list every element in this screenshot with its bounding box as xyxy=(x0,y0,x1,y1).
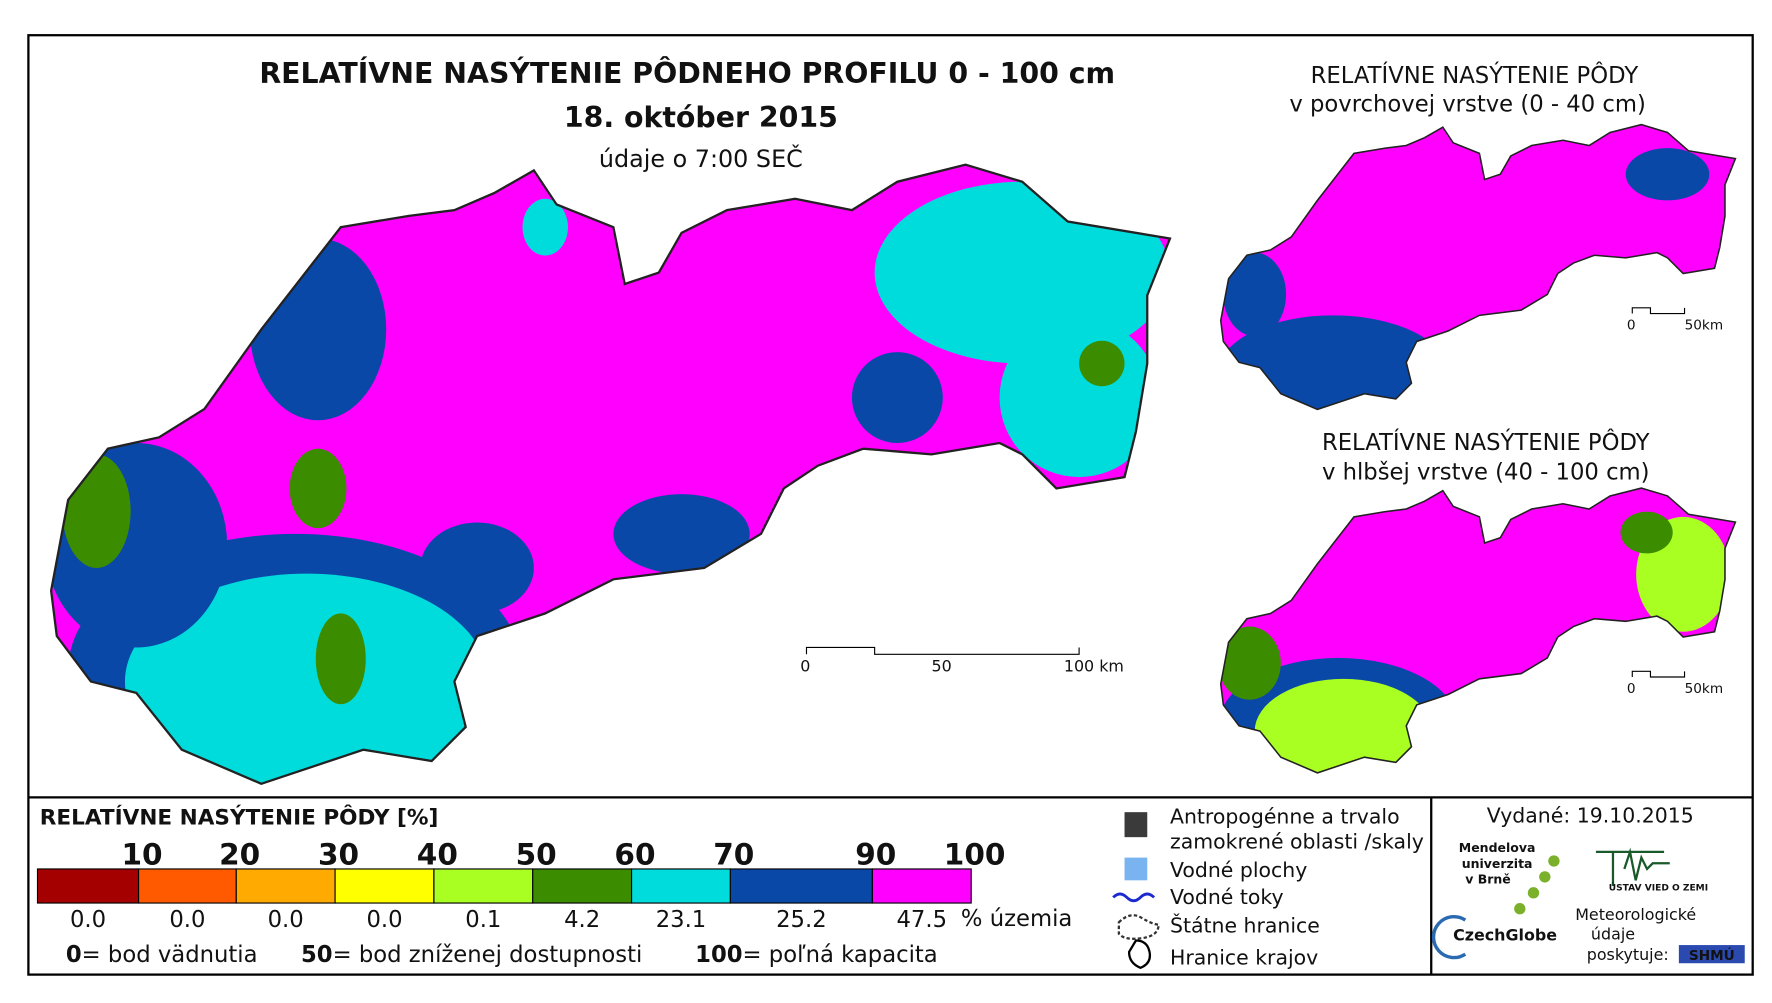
legend-bar: 0.0 0.0 0.0 0.0 0.1 4.2 23.1 25.2 47.5 10 20 30 40 50… xyxy=(36,837,1006,933)
legend-share: 23.1 xyxy=(656,907,707,933)
legend-swatch xyxy=(334,868,435,904)
symbol-stream xyxy=(1112,892,1156,903)
logo-text: poskytuje: xyxy=(1587,945,1669,964)
symbol-label: Vodné plochy xyxy=(1170,858,1307,882)
scale-label: 0 xyxy=(800,656,810,675)
logo-text: Mendelova xyxy=(1459,840,1536,855)
legend-break: 100 xyxy=(944,837,1006,871)
legend-swatch xyxy=(630,868,731,904)
legend-break: 90 xyxy=(855,837,896,871)
legend-break: 40 xyxy=(417,837,458,871)
legend-break: 60 xyxy=(614,837,655,871)
symbol-water xyxy=(1124,857,1148,881)
logo-dots xyxy=(1514,855,1560,915)
legend-share: 4.2 xyxy=(564,907,600,933)
scale-bar xyxy=(805,646,1080,655)
logo-text: v Brně xyxy=(1465,872,1511,887)
logo-text: univerzita xyxy=(1462,856,1533,871)
scale-label: 50km xyxy=(1685,681,1724,697)
logo-shmu xyxy=(1678,945,1745,964)
symbol-region-border xyxy=(1127,939,1152,970)
scale-label: 0 xyxy=(1627,681,1636,697)
scale-label: 0 xyxy=(1627,317,1636,333)
legend-note: 100= poľná kapacita xyxy=(695,942,938,968)
legend-share: 25.2 xyxy=(776,907,827,933)
legend-share: 0.0 xyxy=(366,907,402,933)
note-text: = bod vädnutia xyxy=(82,942,258,968)
symbol-anthropogenic xyxy=(1124,812,1148,838)
legend-break: 10 xyxy=(121,837,162,871)
legend-swatch xyxy=(138,868,237,904)
scale-bar xyxy=(1631,670,1686,678)
inset-title: RELATÍVNE NASÝTENIE PÔDY xyxy=(1311,61,1639,89)
logo-text: CzechGlobe xyxy=(1453,926,1557,945)
legend-share: 0.0 xyxy=(70,907,106,933)
legend-break: 30 xyxy=(318,837,359,871)
legend-swatch xyxy=(36,868,140,904)
note-value: 100 xyxy=(695,942,742,968)
logo-text: Meteorologické xyxy=(1575,905,1696,924)
note-value: 0 xyxy=(66,942,82,968)
legend-note: 0= bod vädnutia xyxy=(66,942,258,968)
note-value: 50 xyxy=(301,942,333,968)
legend-title: RELATÍVNE NASÝTENIE PÔDY [%] xyxy=(40,805,439,831)
note-text: = poľná kapacita xyxy=(743,942,938,968)
legend-share: 0.0 xyxy=(169,907,205,933)
time-note: údaje o 7:00 SEČ xyxy=(599,145,803,173)
legend-note: 50= bod zníženej dostupnosti xyxy=(301,942,642,968)
legend-break: 70 xyxy=(713,837,754,871)
legend-unit: % územia xyxy=(961,906,1072,932)
legend-share: 0.1 xyxy=(465,907,501,933)
logo-text: SHMÚ xyxy=(1689,946,1735,964)
legend-swatch xyxy=(871,868,972,904)
inset-subtitle: v povrchovej vrstve (0 - 40 cm) xyxy=(1289,91,1646,117)
inset-subtitle: v hlbšej vrstve (40 - 100 cm) xyxy=(1322,459,1650,485)
logo-text: ÚSTAV VIED O ZEMI xyxy=(1609,882,1708,894)
legend-swatch xyxy=(235,868,336,904)
legend-share: 47.5 xyxy=(896,907,947,933)
legend-break: 20 xyxy=(219,837,260,871)
logo-arc xyxy=(1431,914,1467,960)
symbol-label: Štátne hranice xyxy=(1170,913,1320,938)
issued: Vydané: 19.10.2015 xyxy=(1487,803,1694,827)
scale-label: 50 xyxy=(932,656,952,675)
symbol-label: Antropogénne a trvalo xyxy=(1170,805,1400,829)
legend-break: 50 xyxy=(516,837,557,871)
title: RELATÍVNE NASÝTENIE PÔDNEHO PROFILU 0 - … xyxy=(259,56,1115,90)
note-text: = bod zníženej dostupnosti xyxy=(333,942,643,968)
scale-label: 50km xyxy=(1685,317,1724,333)
date: 18. október 2015 xyxy=(564,101,838,134)
logo-uvz xyxy=(1595,847,1670,887)
symbol-state-border xyxy=(1117,914,1160,940)
symbol-label: zamokrené oblasti /skaly xyxy=(1170,830,1424,854)
symbol-label: Hranice krajov xyxy=(1170,945,1318,969)
scale-label: 100 km xyxy=(1064,656,1124,675)
legend-swatch xyxy=(532,868,633,904)
symbol-label: Vodné toky xyxy=(1170,885,1284,909)
logo-text: údaje xyxy=(1591,924,1635,943)
legend-swatch xyxy=(729,868,873,904)
legend-swatch xyxy=(433,868,534,904)
legend-share: 0.0 xyxy=(268,907,304,933)
inset-title: RELATÍVNE NASÝTENIE PÔDY xyxy=(1322,428,1650,456)
scale-bar xyxy=(1631,307,1686,315)
